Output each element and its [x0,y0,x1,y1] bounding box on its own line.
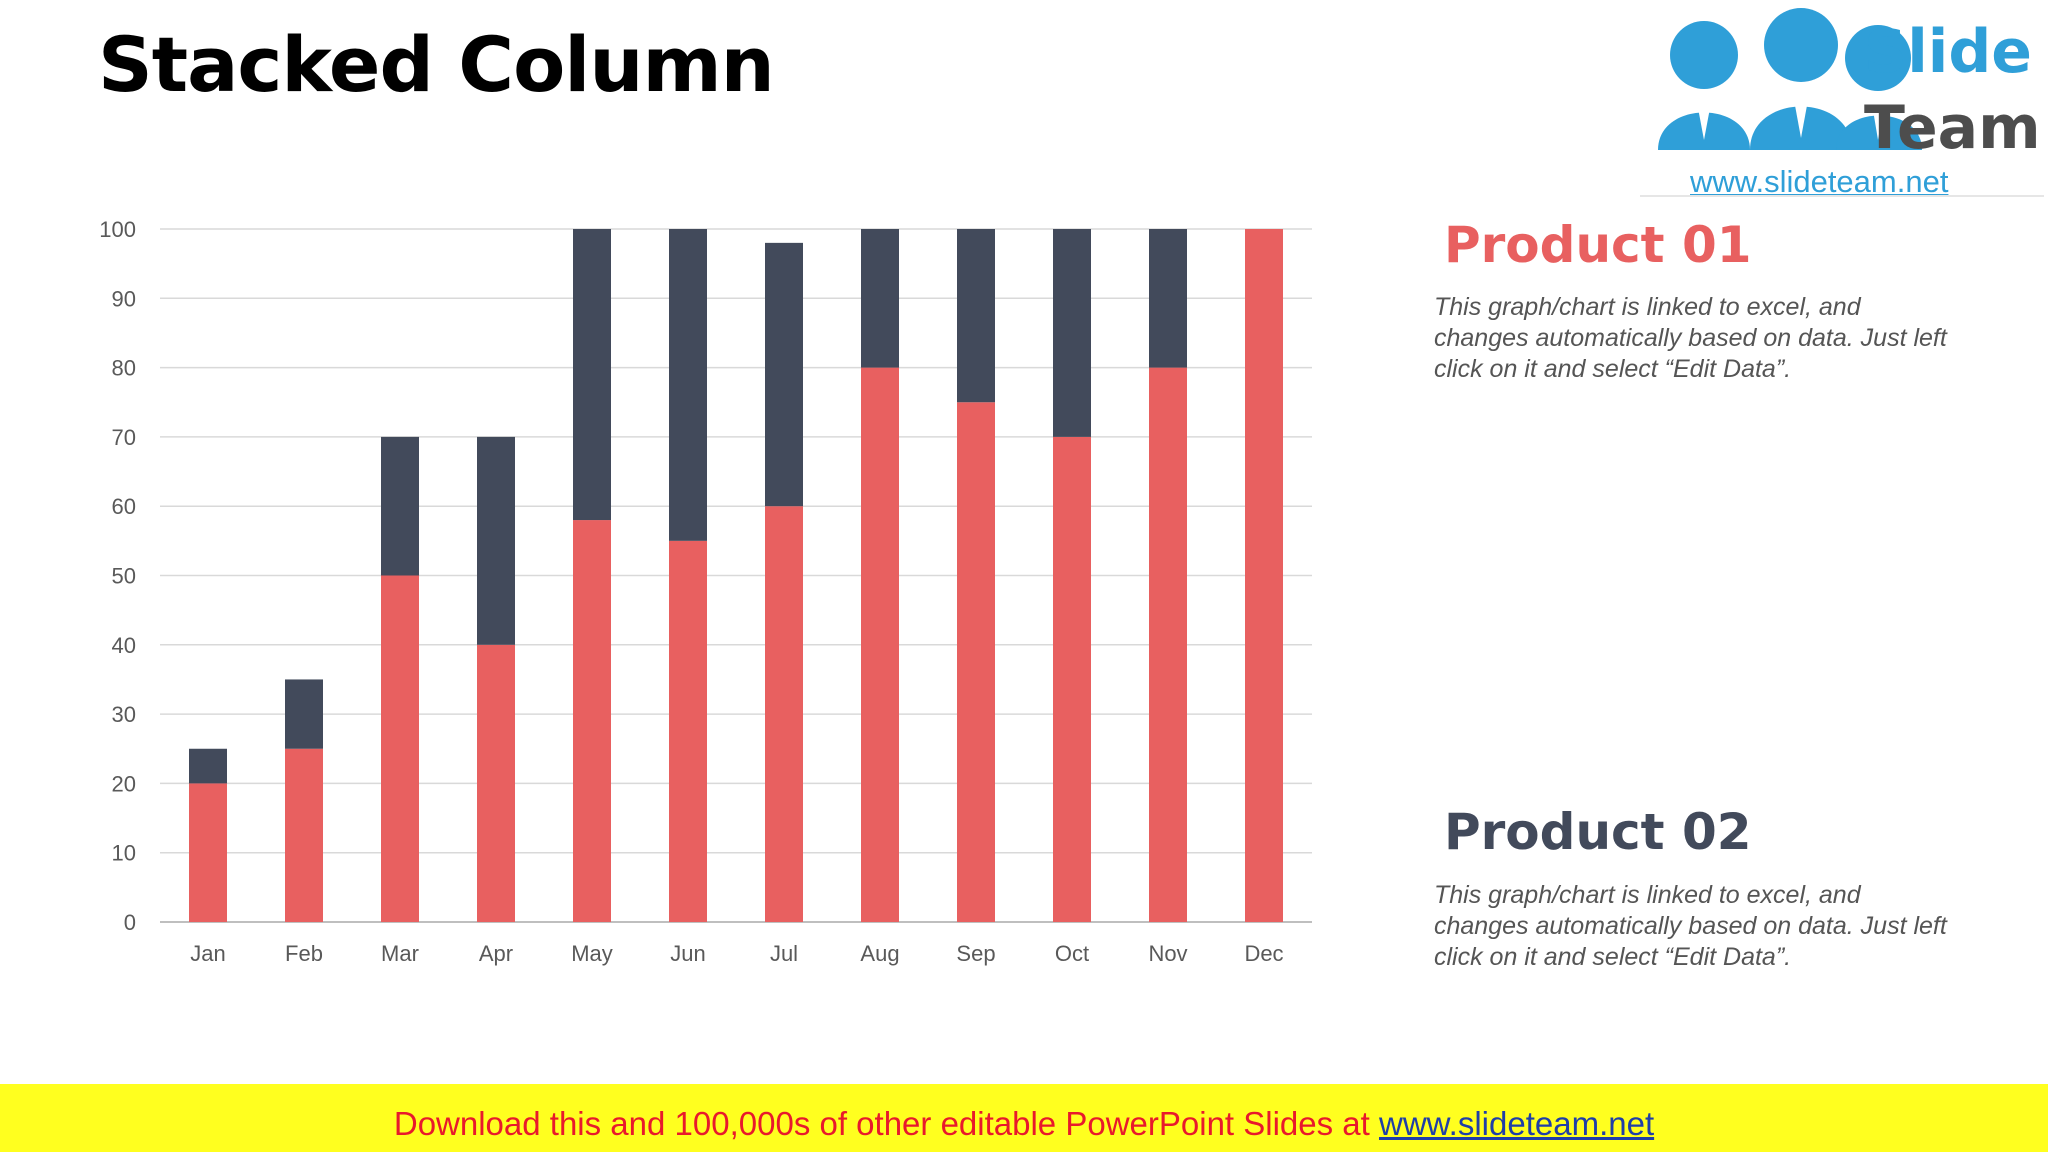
y-tick-label: 30 [112,702,136,727]
bar-feb-series-1[interactable] [285,748,323,922]
banner-link[interactable]: www.slideteam.net [1379,1105,1655,1142]
bar-sep-series-2[interactable] [957,229,995,403]
y-tick-label: 100 [99,217,136,242]
x-tick-label: Sep [956,941,995,966]
slide-title: Stacked Column [98,20,775,109]
y-tick-label: 70 [112,425,136,450]
bar-aug-series-2[interactable] [861,229,899,368]
x-tick-label: Apr [479,941,513,966]
y-tick-label: 90 [112,286,136,311]
x-tick-label: Mar [381,941,419,966]
y-tick-label: 20 [112,771,136,796]
bar-nov-series-2[interactable] [1149,229,1187,368]
bar-oct-series-2[interactable] [1053,229,1091,437]
bar-jun-series-1[interactable] [669,540,707,922]
bar-aug-series-1[interactable] [861,367,899,923]
bar-jan-series-1[interactable] [189,783,227,922]
logo-divider [1640,195,2044,197]
stacked-column-chart: 0 10 20 30 40 50 60 70 80 90 100 Jan Feb Mar Apr May Ju… [99,217,1312,966]
bar-jul-series-1[interactable] [765,506,803,922]
product-01-heading: Product 01 [1444,216,1752,274]
x-tick-label: Oct [1055,941,1089,966]
bar-jan-series-2[interactable] [189,748,227,784]
x-tick-label: Aug [860,941,899,966]
download-banner: Download this and 100,000s of other edit… [0,1084,2048,1152]
bar-sep-series-1[interactable] [957,402,995,922]
logo-word-slide: Slide [1864,17,2032,87]
x-tick-label: Dec [1244,941,1283,966]
y-tick-label: 10 [112,841,136,866]
bars [189,229,1283,923]
y-tick-label: 80 [112,356,136,381]
banner-message: Download this and 100,000s of other edit… [393,1105,1379,1142]
product-02-heading: Product 02 [1444,803,1752,861]
bar-mar-series-2[interactable] [381,436,419,576]
bar-jun-series-2[interactable] [669,229,707,541]
x-tick-label: Jul [770,941,798,966]
y-tick-label: 0 [124,910,136,935]
bar-nov-series-1[interactable] [1149,367,1187,923]
y-tick-label: 60 [112,494,136,519]
bar-mar-series-1[interactable] [381,575,419,923]
y-tick-label: 50 [112,564,136,589]
slideteam-logo[interactable]: Slide Team www.slideteam.net [1640,0,2048,205]
bar-jul-series-2[interactable] [765,242,803,507]
bar-may-series-1[interactable] [573,520,611,922]
x-axis-ticks: Jan Feb Mar Apr May Jun Jul Aug Sep Oct Nov Dec [190,941,1283,966]
y-axis-ticks: 0 10 20 30 40 50 60 70 80 90 100 [99,217,136,935]
people-icon: Slide Team [1658,8,2041,163]
y-tick-label: 40 [112,633,136,658]
bar-feb-series-2[interactable] [285,679,323,749]
x-tick-label: Jan [190,941,225,966]
x-tick-label: Feb [285,941,323,966]
logo-url[interactable]: www.slideteam.net [1690,164,1949,199]
x-tick-label: May [571,941,613,966]
bar-dec-series-1[interactable] [1245,229,1283,922]
x-tick-label: Jun [670,941,705,966]
product-01-description: This graph/chart is linked to excel, and… [1434,293,1947,383]
gridlines [160,228,1312,923]
bar-apr-series-2[interactable] [477,436,515,645]
bar-may-series-2[interactable] [573,229,611,521]
x-tick-label: Nov [1148,941,1187,966]
product-02-description: This graph/chart is linked to excel, and… [1434,881,1947,971]
bar-apr-series-1[interactable] [477,644,515,922]
banner-text: Download this and 100,000s of other edit… [394,1105,1654,1142]
bar-oct-series-1[interactable] [1053,436,1091,922]
logo-word-team: Team [1864,93,2041,163]
